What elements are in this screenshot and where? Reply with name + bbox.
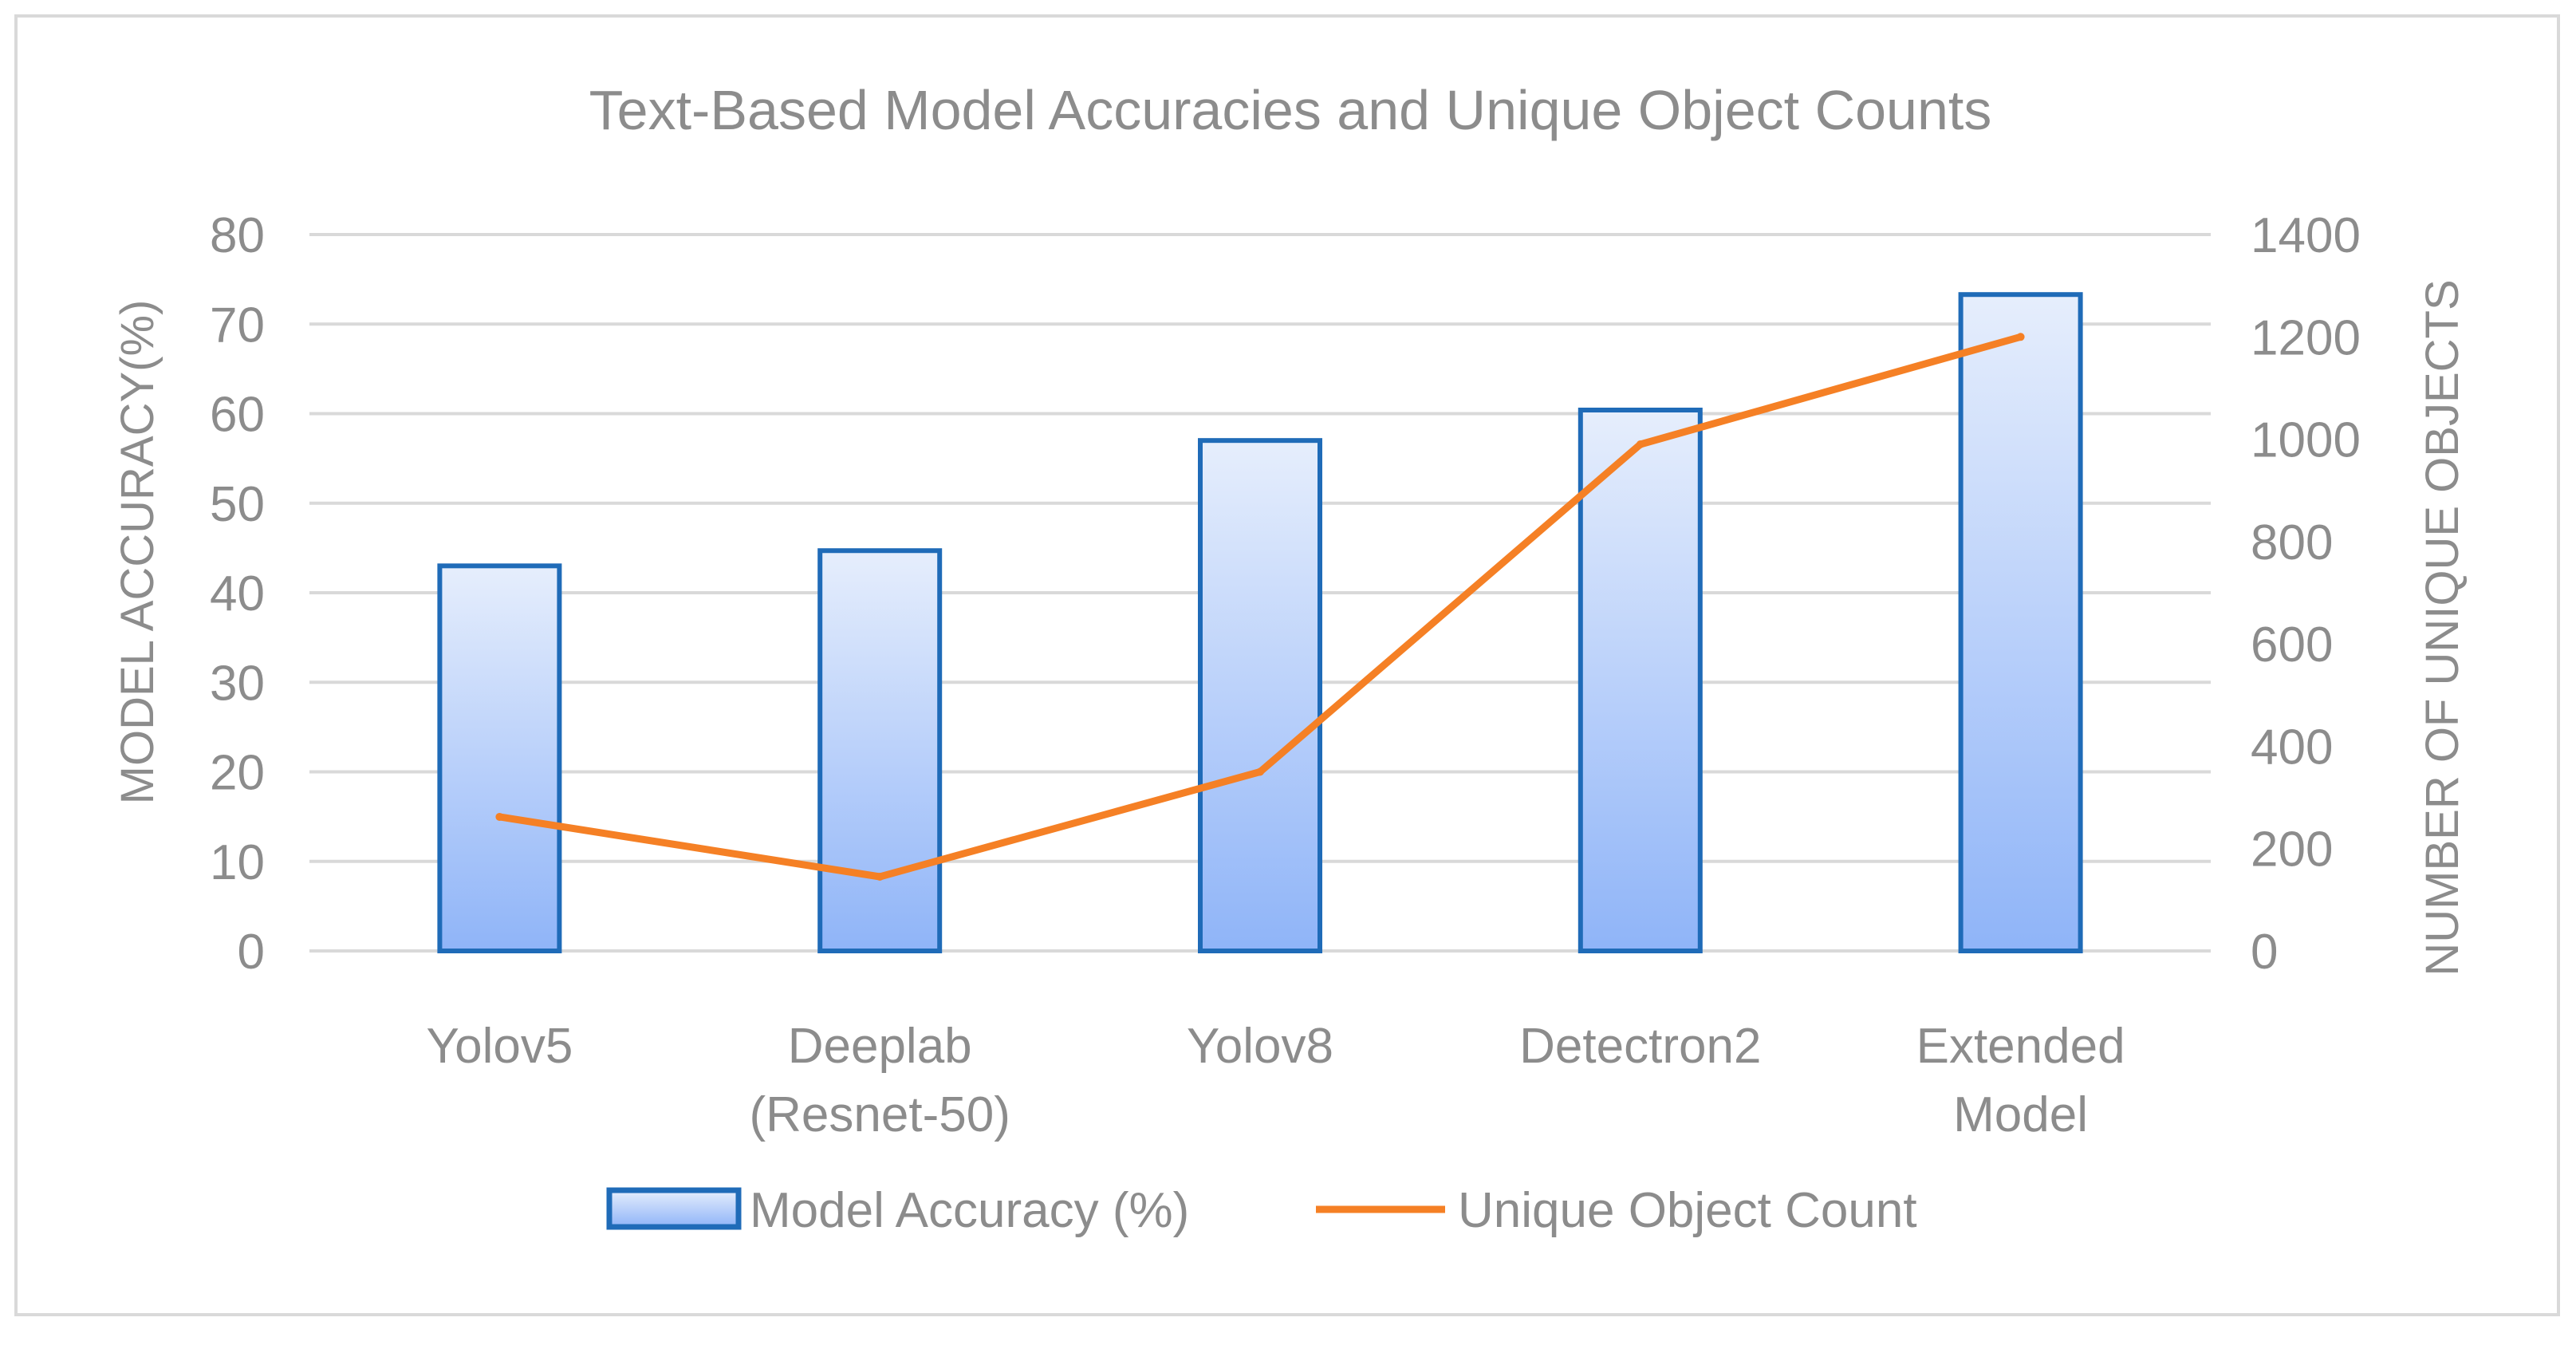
left-axis-ticks: 0 10 20 30 40 50 60 70 80 xyxy=(210,208,265,980)
category-label: Yolov8 xyxy=(1187,1019,1333,1074)
right-tick-label: 1200 xyxy=(2251,310,2361,365)
unique-object-count-point xyxy=(1636,440,1644,448)
left-tick-label: 50 xyxy=(210,477,265,532)
category-label: Detectron2 xyxy=(1519,1019,1761,1074)
left-axis-title: MODEL ACCURACY(%) xyxy=(112,300,163,805)
right-tick-label: 1400 xyxy=(2251,208,2361,263)
bar-series xyxy=(437,292,2083,953)
unique-object-count-point xyxy=(876,872,884,881)
unique-object-count-point xyxy=(1256,767,1264,776)
accuracy-bar xyxy=(1958,292,2083,953)
left-tick-label: 60 xyxy=(210,388,265,443)
right-axis-title: NUMBER OF UNIQUE OBJECTS xyxy=(2416,279,2468,976)
accuracy-bar xyxy=(817,548,943,953)
right-tick-label: 600 xyxy=(2251,617,2333,673)
left-tick-label: 40 xyxy=(210,566,265,621)
legend: Model Accuracy (%) Unique Object Count xyxy=(606,1183,1917,1238)
chart-title: Text-Based Model Accuracies and Unique O… xyxy=(589,79,1992,141)
left-tick-label: 10 xyxy=(210,835,265,890)
chart-svg: Text-Based Model Accuracies and Unique O… xyxy=(112,79,2468,1238)
accuracy-bar xyxy=(437,563,562,953)
left-tick-label: 30 xyxy=(210,656,265,711)
right-axis-ticks: 0 200 400 600 800 1000 1200 1400 xyxy=(2251,208,2361,980)
left-tick-label: 70 xyxy=(210,298,265,353)
line-series-group xyxy=(495,333,2025,881)
category-label: Deeplab (Resnet-50) xyxy=(750,1019,1010,1142)
right-tick-label: 1000 xyxy=(2251,413,2361,468)
left-tick-label: 0 xyxy=(238,925,265,980)
left-tick-label: 80 xyxy=(210,208,265,263)
unique-object-count-point xyxy=(495,812,504,821)
accuracy-bar xyxy=(1578,408,1703,953)
chart-frame: Text-Based Model Accuracies and Unique O… xyxy=(14,14,2560,1316)
right-tick-label: 800 xyxy=(2251,515,2333,570)
category-label: Extended Model xyxy=(1916,1019,2125,1142)
legend-bar-label: Model Accuracy (%) xyxy=(750,1183,1189,1238)
accuracy-bar xyxy=(1198,438,1322,953)
legend-line-label: Unique Object Count xyxy=(1458,1183,1917,1238)
right-tick-label: 200 xyxy=(2251,822,2333,878)
right-tick-label: 400 xyxy=(2251,720,2333,775)
unique-object-count-point xyxy=(2016,333,2025,341)
category-labels: Yolov5 Deeplab (Resnet-50) Yolov8 Detectron2… xyxy=(426,1019,2125,1142)
left-tick-label: 20 xyxy=(210,746,265,801)
right-tick-label: 0 xyxy=(2251,925,2278,980)
legend-bar-swatch xyxy=(606,1187,742,1230)
category-label: Yolov5 xyxy=(426,1019,573,1074)
